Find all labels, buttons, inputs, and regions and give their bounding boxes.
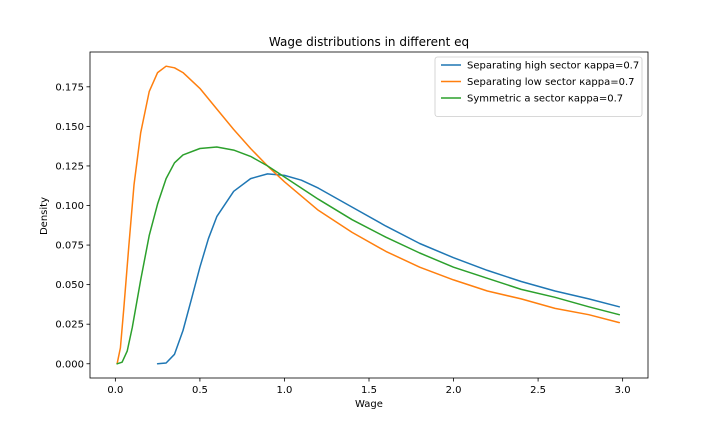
series-line-1 [156, 173, 621, 365]
y-tick-label: 0.075 [55, 241, 84, 252]
y-tick-label: 0.000 [55, 359, 84, 370]
legend-label-3: Symmetric a sector кappa=0.7 [467, 94, 623, 105]
y-tick-label: 0.150 [55, 122, 84, 133]
x-tick-label: 0.5 [192, 385, 208, 396]
series-line-3 [116, 146, 621, 365]
x-tick-label: 1.5 [361, 385, 377, 396]
y-tick-label: 0.175 [55, 82, 84, 93]
x-tick-label: 2.5 [530, 385, 546, 396]
x-axis-label: Wage [355, 399, 383, 410]
x-tick-label: 1.0 [277, 385, 293, 396]
x-tick-label: 0.0 [107, 385, 123, 396]
y-tick-label: 0.125 [55, 161, 84, 172]
y-tick-label: 0.050 [55, 280, 84, 291]
x-tick-label: 2.0 [446, 385, 462, 396]
chart-title: Wage distributions in different eq [269, 35, 469, 49]
legend-box [434, 56, 643, 117]
series-line-2 [116, 65, 621, 365]
legend: Separating high sector кappa=0.7 Separati… [434, 56, 643, 117]
plot-area: 0.0 0.5 1.0 1.5 2.0 2.5 3.0 0.000 0.025 0.050 0.07… [55, 51, 649, 396]
legend-label-2: Separating low sector кappa=0.7 [467, 77, 635, 88]
x-tick-label: 3.0 [615, 385, 631, 396]
y-axis-label: Density [39, 197, 50, 235]
y-tick-label: 0.025 [55, 320, 84, 331]
y-tick-label: 0.100 [55, 201, 84, 212]
legend-label-1: Separating high sector кappa=0.7 [467, 61, 639, 72]
